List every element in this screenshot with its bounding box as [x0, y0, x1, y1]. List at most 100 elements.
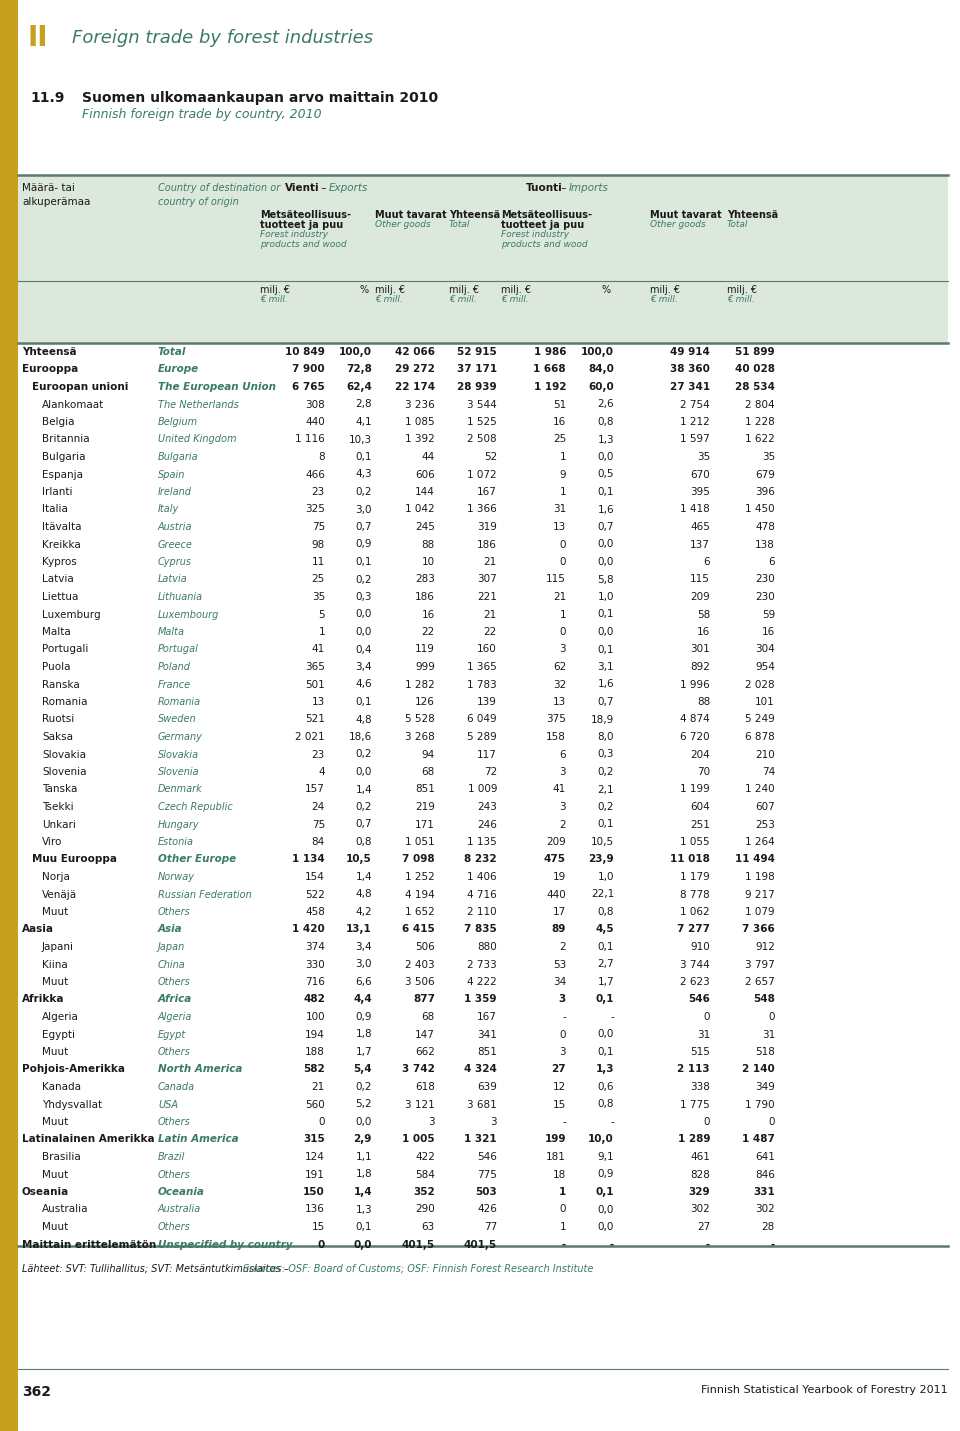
Text: 25: 25	[312, 574, 325, 584]
Text: 2,8: 2,8	[355, 399, 372, 409]
Text: 51 899: 51 899	[735, 346, 775, 356]
Text: 52: 52	[484, 452, 497, 462]
Text: 2: 2	[560, 820, 566, 830]
Text: Ranska: Ranska	[42, 680, 80, 690]
Text: -: -	[610, 1239, 614, 1249]
Text: 22,1: 22,1	[590, 890, 614, 900]
Text: Oseania: Oseania	[22, 1186, 69, 1196]
Text: 582: 582	[303, 1065, 325, 1075]
Text: 27 341: 27 341	[670, 382, 710, 392]
Text: Britannia: Britannia	[42, 435, 89, 445]
Text: 49 914: 49 914	[670, 346, 710, 356]
Text: 0,0: 0,0	[355, 627, 372, 637]
Text: 0,2: 0,2	[355, 750, 372, 760]
Text: 0,1: 0,1	[597, 610, 614, 620]
Text: 209: 209	[690, 592, 710, 602]
Text: 21: 21	[484, 610, 497, 620]
Text: Portugal: Portugal	[158, 644, 199, 654]
Text: Italia: Italia	[42, 505, 68, 515]
Text: 662: 662	[415, 1047, 435, 1058]
Text: 59: 59	[761, 610, 775, 620]
Text: 584: 584	[415, 1169, 435, 1179]
Text: 75: 75	[312, 522, 325, 532]
Text: 1: 1	[559, 1186, 566, 1196]
Text: 1 062: 1 062	[681, 907, 710, 917]
Text: 137: 137	[690, 539, 710, 550]
Text: 1,3: 1,3	[355, 1205, 372, 1215]
Text: 188: 188	[305, 1047, 325, 1058]
Text: 2 754: 2 754	[681, 399, 710, 409]
Text: –: –	[318, 183, 329, 193]
Text: 3,0: 3,0	[355, 960, 372, 969]
Text: 1,6: 1,6	[597, 505, 614, 515]
Text: 2 113: 2 113	[678, 1065, 710, 1075]
Text: 440: 440	[305, 416, 325, 426]
Text: 1,4: 1,4	[355, 871, 372, 881]
Text: Itävalta: Itävalta	[42, 522, 82, 532]
Text: 1 072: 1 072	[468, 469, 497, 479]
Text: 21: 21	[553, 592, 566, 602]
Text: Luxemburg: Luxemburg	[42, 610, 101, 620]
Text: 72,8: 72,8	[347, 365, 372, 375]
Text: 246: 246	[477, 820, 497, 830]
Text: 2 508: 2 508	[468, 435, 497, 445]
Text: France: France	[158, 680, 191, 690]
Text: -: -	[562, 1239, 566, 1249]
Text: 0: 0	[560, 557, 566, 567]
Text: 9,1: 9,1	[597, 1152, 614, 1162]
Text: Total: Total	[158, 346, 186, 356]
Text: Forest industry: Forest industry	[260, 230, 328, 239]
Text: 0,1: 0,1	[355, 557, 372, 567]
Text: € mill.: € mill.	[501, 295, 529, 303]
Text: 1 321: 1 321	[465, 1135, 497, 1145]
Text: 41: 41	[312, 644, 325, 654]
Text: 501: 501	[305, 680, 325, 690]
Text: 315: 315	[303, 1135, 325, 1145]
Text: 10: 10	[421, 557, 435, 567]
Text: 35: 35	[761, 452, 775, 462]
Text: Latvia: Latvia	[158, 574, 188, 584]
Text: 2,9: 2,9	[353, 1135, 372, 1145]
Text: 1 450: 1 450	[745, 505, 775, 515]
Text: 0,1: 0,1	[595, 995, 614, 1005]
Text: 3 121: 3 121	[405, 1099, 435, 1109]
Text: 100,0: 100,0	[339, 346, 372, 356]
Text: 98: 98	[312, 539, 325, 550]
Text: milj. €: milj. €	[501, 285, 531, 295]
Text: 846: 846	[756, 1169, 775, 1179]
Text: 0,9: 0,9	[355, 539, 372, 550]
Text: 115: 115	[546, 574, 566, 584]
Text: 23,9: 23,9	[588, 854, 614, 864]
Text: Tuonti: Tuonti	[526, 183, 563, 193]
Text: 546: 546	[477, 1152, 497, 1162]
Text: 2 110: 2 110	[468, 907, 497, 917]
Text: 401,5: 401,5	[402, 1239, 435, 1249]
Text: 94: 94	[421, 750, 435, 760]
Text: 0,2: 0,2	[355, 801, 372, 811]
Text: 1: 1	[560, 487, 566, 497]
Text: Afrikka: Afrikka	[22, 995, 64, 1005]
Text: Czech Republic: Czech Republic	[158, 801, 232, 811]
Text: 1 986: 1 986	[534, 346, 566, 356]
Text: 16: 16	[697, 627, 710, 637]
Text: Suomen ulkomaankaupan arvo maittain 2010: Suomen ulkomaankaupan arvo maittain 2010	[82, 92, 438, 104]
Text: tuotteet ja puu: tuotteet ja puu	[501, 220, 585, 230]
Text: Belgia: Belgia	[42, 416, 75, 426]
Text: 42 066: 42 066	[395, 346, 435, 356]
Text: Lithuania: Lithuania	[158, 592, 204, 602]
Text: 115: 115	[690, 574, 710, 584]
Text: Algeria: Algeria	[42, 1012, 79, 1022]
Text: 22: 22	[421, 627, 435, 637]
Text: 2 021: 2 021	[296, 733, 325, 743]
Text: 475: 475	[544, 854, 566, 864]
Text: 68: 68	[421, 1012, 435, 1022]
Text: 3 797: 3 797	[745, 960, 775, 969]
Text: Hungary: Hungary	[158, 820, 200, 830]
Text: 302: 302	[690, 1205, 710, 1215]
Text: 0,1: 0,1	[597, 942, 614, 952]
Text: 28 534: 28 534	[735, 382, 775, 392]
Text: 0,1: 0,1	[595, 1186, 614, 1196]
Text: 395: 395	[690, 487, 710, 497]
Text: 5,8: 5,8	[597, 574, 614, 584]
Text: 5 249: 5 249	[745, 714, 775, 724]
